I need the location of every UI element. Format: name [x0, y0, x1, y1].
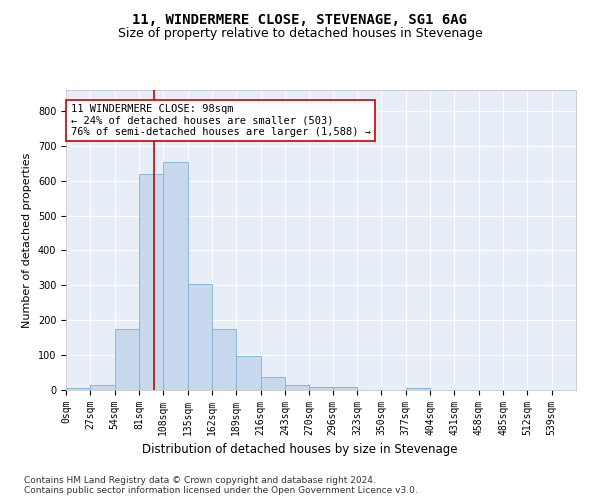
Text: Size of property relative to detached houses in Stevenage: Size of property relative to detached ho… [118, 28, 482, 40]
Bar [285, 385, 309, 390]
Bar [115, 329, 139, 390]
Bar [188, 284, 212, 390]
Bar [66, 388, 91, 390]
Text: Contains HM Land Registry data © Crown copyright and database right 2024.
Contai: Contains HM Land Registry data © Crown c… [24, 476, 418, 495]
Bar [139, 174, 163, 390]
Text: Distribution of detached houses by size in Stevenage: Distribution of detached houses by size … [142, 442, 458, 456]
Bar [260, 376, 285, 390]
Bar [333, 386, 357, 390]
Bar [212, 329, 236, 390]
Bar [309, 386, 334, 390]
Bar [236, 356, 260, 390]
Y-axis label: Number of detached properties: Number of detached properties [22, 152, 32, 328]
Bar [91, 385, 115, 390]
Text: 11, WINDERMERE CLOSE, STEVENAGE, SG1 6AG: 11, WINDERMERE CLOSE, STEVENAGE, SG1 6AG [133, 12, 467, 26]
Text: 11 WINDERMERE CLOSE: 98sqm
← 24% of detached houses are smaller (503)
76% of sem: 11 WINDERMERE CLOSE: 98sqm ← 24% of deta… [71, 104, 371, 137]
Bar [406, 388, 430, 390]
Bar [163, 162, 188, 390]
